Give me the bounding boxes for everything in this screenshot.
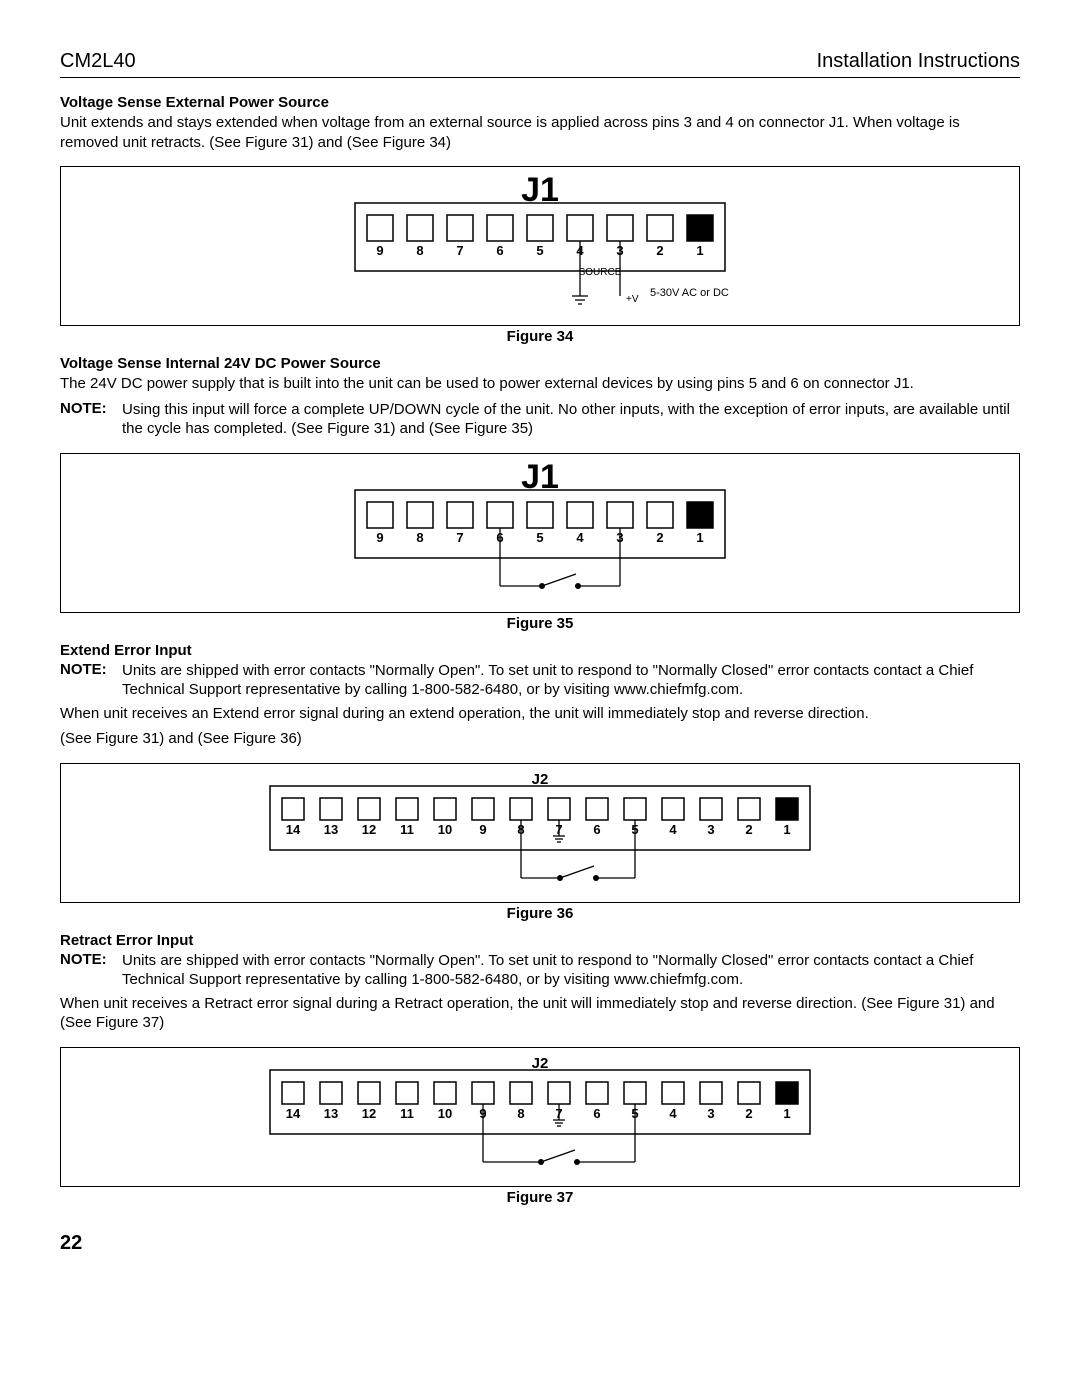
svg-text:11: 11 (400, 1106, 414, 1121)
svg-text:12: 12 (362, 822, 376, 837)
svg-text:10: 10 (438, 822, 452, 837)
section2-text: The 24V DC power supply that is built in… (60, 374, 1020, 394)
svg-text:13: 13 (324, 822, 338, 837)
svg-text:1: 1 (696, 530, 703, 545)
section4-note: Units are shipped with error contacts "N… (122, 951, 1020, 990)
svg-text:2: 2 (656, 530, 663, 545)
svg-text:5: 5 (536, 243, 543, 258)
figure-35-diagram: J1987654321 (125, 454, 955, 609)
svg-text:4: 4 (669, 822, 677, 837)
note-label: NOTE: (60, 661, 122, 700)
svg-text:3: 3 (707, 1106, 714, 1121)
svg-text:4: 4 (669, 1106, 677, 1121)
figure-36-diagram: J21413121110987654321 (130, 764, 950, 899)
header-right: Installation Instructions (817, 50, 1020, 73)
section4-title: Retract Error Input (60, 932, 1020, 949)
svg-text:14: 14 (286, 822, 301, 837)
svg-text:6: 6 (593, 1106, 600, 1121)
figure-34-box: J1987654321SOURCE+V5-30V AC or DC (60, 166, 1020, 326)
svg-text:+V: +V (626, 294, 639, 305)
svg-text:SOURCE: SOURCE (579, 267, 622, 278)
svg-text:3: 3 (707, 822, 714, 837)
section3-note: Units are shipped with error contacts "N… (122, 661, 1020, 700)
figure-37-box: J21413121110987654321 (60, 1047, 1020, 1187)
svg-text:5-30V AC or DC: 5-30V AC or DC (650, 287, 729, 299)
page-number: 22 (60, 1232, 1020, 1255)
svg-text:2: 2 (656, 243, 663, 258)
svg-text:9: 9 (376, 243, 383, 258)
svg-text:1: 1 (783, 1106, 790, 1121)
note-label: NOTE: (60, 951, 122, 990)
figure-36-box: J21413121110987654321 (60, 763, 1020, 903)
svg-text:1: 1 (783, 822, 790, 837)
svg-text:8: 8 (416, 530, 423, 545)
svg-text:11: 11 (400, 822, 414, 837)
svg-text:2: 2 (745, 1106, 752, 1121)
svg-text:7: 7 (456, 243, 463, 258)
note-label: NOTE: (60, 400, 122, 439)
svg-text:6: 6 (593, 822, 600, 837)
svg-text:13: 13 (324, 1106, 338, 1121)
svg-text:6: 6 (496, 243, 503, 258)
section4-text: When unit receives a Retract error signa… (60, 994, 1020, 1033)
figure-37-diagram: J21413121110987654321 (130, 1048, 950, 1183)
section3-text1: When unit receives an Extend error signa… (60, 704, 1020, 724)
svg-text:4: 4 (576, 530, 584, 545)
header-left: CM2L40 (60, 50, 136, 73)
section2-note: Using this input will force a complete U… (122, 400, 1020, 439)
svg-text:8: 8 (517, 1106, 524, 1121)
figure-35-caption: Figure 35 (60, 615, 1020, 632)
section1-title: Voltage Sense External Power Source (60, 94, 1020, 111)
svg-text:5: 5 (536, 530, 543, 545)
section1-text: Unit extends and stays extended when vol… (60, 113, 1020, 152)
figure-36-caption: Figure 36 (60, 905, 1020, 922)
svg-text:9: 9 (479, 822, 486, 837)
section2-title: Voltage Sense Internal 24V DC Power Sour… (60, 355, 1020, 372)
svg-text:2: 2 (745, 822, 752, 837)
figure-34-diagram: J1987654321SOURCE+V5-30V AC or DC (125, 167, 955, 322)
header-divider (60, 77, 1020, 78)
svg-text:8: 8 (416, 243, 423, 258)
svg-text:10: 10 (438, 1106, 452, 1121)
figure-35-box: J1987654321 (60, 453, 1020, 613)
svg-text:14: 14 (286, 1106, 301, 1121)
svg-text:1: 1 (696, 243, 703, 258)
svg-text:7: 7 (456, 530, 463, 545)
svg-text:9: 9 (376, 530, 383, 545)
svg-text:12: 12 (362, 1106, 376, 1121)
section3-title: Extend Error Input (60, 642, 1020, 659)
figure-34-caption: Figure 34 (60, 328, 1020, 345)
section3-text2: (See Figure 31) and (See Figure 36) (60, 729, 1020, 749)
figure-37-caption: Figure 37 (60, 1189, 1020, 1206)
